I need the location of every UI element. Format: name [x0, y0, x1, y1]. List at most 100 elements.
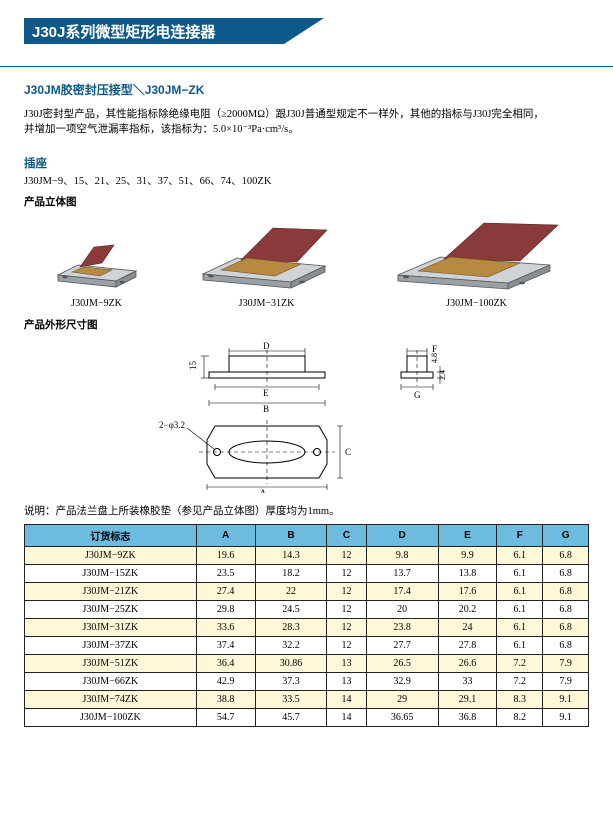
table-cell: 29 [366, 691, 438, 709]
table-cell: 14.3 [255, 547, 327, 565]
dim-heading: 产品外形尺寸图 [24, 317, 589, 332]
table-cell: 6.8 [543, 583, 589, 601]
table-header-cell: G [543, 525, 589, 547]
svg-text:A: A [259, 488, 266, 493]
svg-text:2.4: 2.4 [438, 370, 447, 380]
table-cell: J30JM−25ZK [25, 601, 197, 619]
table-cell: 19.6 [196, 547, 255, 565]
table-note: 说明：产品法兰盘上所装橡胶垫（参见产品立体图）厚度均为1mm。 [24, 503, 589, 518]
intro-text: J30J密封型产品，其性能指标除绝缘电阻（≥2000MΩ）跟J30J普通型规定不… [24, 108, 589, 137]
page-title-banner: J30J系列微型矩形电连接器 [24, 18, 324, 46]
table-cell: 17.4 [366, 583, 438, 601]
table-header-cell: D [366, 525, 438, 547]
divider [0, 66, 613, 67]
table-cell: 7.2 [497, 673, 543, 691]
connector-medium-icon [197, 222, 337, 292]
connector-small-icon [52, 237, 142, 292]
table-cell: 6.1 [497, 601, 543, 619]
table-cell: J30JM−51ZK [25, 655, 197, 673]
table-cell: J30JM−21ZK [25, 583, 197, 601]
table-cell: 38.8 [196, 691, 255, 709]
table-cell: 6.1 [497, 583, 543, 601]
table-header-cell: B [255, 525, 327, 547]
table-cell: 24.5 [255, 601, 327, 619]
table-row: J30JM−15ZK23.518.21213.713.86.16.8 [25, 565, 589, 583]
table-cell: 8.2 [497, 709, 543, 727]
table-cell: J30JM−37ZK [25, 637, 197, 655]
table-cell: 9.8 [366, 547, 438, 565]
table-header-cell: C [327, 525, 366, 547]
table-row: J30JM−100ZK54.745.71436.6536.88.29.1 [25, 709, 589, 727]
table-row: J30JM−31ZK33.628.31223.8246.16.8 [25, 619, 589, 637]
table-cell: 9.9 [438, 547, 497, 565]
table-header-cell: A [196, 525, 255, 547]
front-bottom-view: D 15 E B 2−φ3.2 [157, 338, 377, 493]
table-cell: 22 [255, 583, 327, 601]
table-cell: 45.7 [255, 709, 327, 727]
socket-heading: 插座 [24, 155, 589, 171]
socket-models: J30JM−9、15、21、25、31、37、51、66、74、100ZK [24, 173, 589, 188]
page-title: J30J系列微型矩形电连接器 [32, 21, 215, 42]
table-cell: 37.4 [196, 637, 255, 655]
table-cell: 33.6 [196, 619, 255, 637]
iso-item-1: J30JM−31ZK [197, 222, 337, 309]
table-cell: J30JM−9ZK [25, 547, 197, 565]
table-cell: 36.4 [196, 655, 255, 673]
table-cell: 27.7 [366, 637, 438, 655]
table-cell: 6.1 [497, 637, 543, 655]
table-cell: 23.8 [366, 619, 438, 637]
table-cell: 9.1 [543, 709, 589, 727]
table-row: J30JM−37ZK37.432.21227.727.86.16.8 [25, 637, 589, 655]
table-cell: J30JM−15ZK [25, 565, 197, 583]
table-cell: J30JM−100ZK [25, 709, 197, 727]
table-cell: 28.3 [255, 619, 327, 637]
svg-text:15: 15 [188, 361, 198, 371]
table-cell: 12 [327, 583, 366, 601]
svg-text:G: G [414, 390, 421, 400]
iso-view-row: J30JM−9ZK J30JM−31ZK J30JM−100ZK [24, 217, 589, 309]
dimension-diagram: D 15 E B 2−φ3.2 [24, 338, 589, 493]
table-row: J30JM−25ZK29.824.5122020.26.16.8 [25, 601, 589, 619]
table-cell: J30JM−74ZK [25, 691, 197, 709]
table-cell: 27.8 [438, 637, 497, 655]
table-row: J30JM−74ZK38.833.5142929.18.39.1 [25, 691, 589, 709]
table-cell: 7.9 [543, 655, 589, 673]
table-cell: 32.2 [255, 637, 327, 655]
table-cell: 6.8 [543, 619, 589, 637]
table-cell: 33.5 [255, 691, 327, 709]
dimension-table: 订货标志ABCDEFG J30JM−9ZK19.614.3129.89.96.1… [24, 524, 589, 727]
table-cell: 6.1 [497, 547, 543, 565]
svg-text:E: E [263, 388, 269, 398]
table-cell: 6.8 [543, 565, 589, 583]
table-cell: 20.2 [438, 601, 497, 619]
table-cell: 14 [327, 691, 366, 709]
table-header-cell: 订货标志 [25, 525, 197, 547]
table-cell: 17.6 [438, 583, 497, 601]
table-cell: 12 [327, 637, 366, 655]
svg-text:4.8: 4.8 [430, 353, 439, 363]
svg-text:F: F [432, 344, 437, 354]
table-cell: 26.6 [438, 655, 497, 673]
table-cell: 36.65 [366, 709, 438, 727]
table-cell: 12 [327, 547, 366, 565]
table-cell: 24 [438, 619, 497, 637]
svg-text:D: D [263, 341, 270, 351]
intro-line1: J30J密封型产品，其性能指标除绝缘电阻（≥2000MΩ）跟J30J普通型规定不… [24, 109, 544, 120]
table-cell: 30.86 [255, 655, 327, 673]
table-cell: 33 [438, 673, 497, 691]
iso-item-2: J30JM−100ZK [392, 217, 562, 309]
table-cell: 6.8 [543, 547, 589, 565]
table-cell: 37.3 [255, 673, 327, 691]
table-cell: 13 [327, 673, 366, 691]
table-cell: 7.2 [497, 655, 543, 673]
table-cell: 20 [366, 601, 438, 619]
table-cell: J30JM−31ZK [25, 619, 197, 637]
table-cell: 12 [327, 565, 366, 583]
table-row: J30JM−21ZK27.4221217.417.66.16.8 [25, 583, 589, 601]
table-cell: 13.7 [366, 565, 438, 583]
table-cell: 9.1 [543, 691, 589, 709]
table-cell: 14 [327, 709, 366, 727]
table-cell: 13 [327, 655, 366, 673]
table-cell: 32.9 [366, 673, 438, 691]
table-cell: 12 [327, 601, 366, 619]
